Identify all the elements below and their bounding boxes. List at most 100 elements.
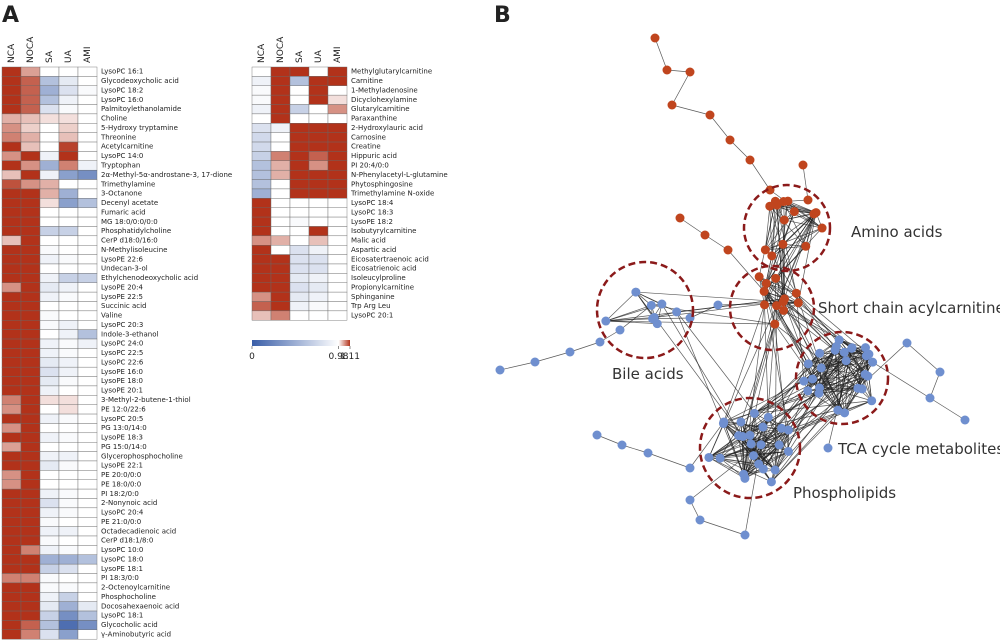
heatmap-cell	[20, 85, 41, 96]
heatmap-cell	[58, 104, 79, 115]
heatmap-cell	[1, 282, 22, 293]
network-edge	[758, 276, 853, 349]
row-label: LysoPC 18:2	[101, 86, 143, 94]
heatmap-cell	[39, 517, 60, 527]
heatmap-cell	[39, 610, 60, 621]
heatmap-cell	[270, 66, 291, 77]
heatmap-cell	[58, 207, 79, 218]
heatmap-cell	[270, 226, 291, 237]
network-node	[530, 357, 540, 367]
heatmap-cell	[20, 451, 41, 462]
network-node	[798, 160, 808, 170]
network-node	[704, 452, 714, 462]
network-edge	[652, 317, 691, 320]
heatmap-cell	[77, 460, 98, 471]
network-edge	[719, 457, 772, 483]
heatmap-cell	[1, 442, 22, 452]
heatmap-cell	[20, 113, 41, 124]
heatmap-cell	[58, 385, 79, 396]
row-label: Undecan-3-ol	[101, 265, 148, 273]
network-edge	[795, 293, 805, 382]
network-node	[749, 451, 759, 461]
heatmap-cell	[251, 76, 272, 86]
heatmap-cell	[20, 207, 41, 218]
heatmap-cell	[20, 423, 41, 434]
heatmap-cell	[1, 573, 22, 584]
heatmap-cell	[1, 254, 22, 265]
heatmap-cell	[20, 507, 41, 518]
network-edge	[605, 317, 655, 322]
heatmap-cell	[1, 404, 22, 415]
heatmap-cell	[58, 94, 79, 105]
heatmap-cell	[20, 413, 41, 424]
heatmap-cell	[20, 395, 41, 405]
network-node	[778, 239, 788, 249]
row-label: Glycocholic acid	[101, 621, 158, 629]
heatmap-cell	[20, 442, 41, 452]
heatmap-cell	[270, 113, 291, 124]
row-label: Dicyclohexylamine	[351, 96, 417, 104]
heatmap-cell	[58, 301, 79, 312]
heatmap-cell	[39, 329, 60, 340]
heatmap-cell	[1, 470, 22, 480]
row-label: Glycodeoxycholic acid	[101, 77, 179, 85]
heatmap-cell	[1, 263, 22, 274]
column-label: AMI	[333, 46, 343, 63]
heatmap-cell	[1, 85, 22, 96]
network-node	[745, 155, 755, 165]
heatmap-cell	[58, 226, 79, 237]
network-node	[662, 65, 672, 75]
heatmap-cell	[308, 291, 329, 302]
heatmap-cell	[39, 498, 60, 509]
heatmap-cell	[58, 141, 79, 152]
network-edge	[782, 213, 815, 245]
heatmap-cell	[20, 498, 41, 509]
heatmap-cell	[58, 620, 79, 630]
row-label: Methylglutarylcarnitine	[351, 68, 432, 76]
row-label: Carnosine	[351, 133, 386, 141]
row-label: LysoPC 22:5	[101, 349, 143, 357]
network-edge	[708, 457, 744, 475]
heatmap-cell	[39, 76, 60, 86]
heatmap-cell	[77, 104, 98, 115]
network-edge	[699, 519, 746, 536]
network-node	[960, 415, 970, 425]
heatmap-cell	[77, 348, 98, 358]
row-label: LysoPE 22:6	[101, 255, 143, 263]
heatmap-cell	[270, 169, 291, 180]
heatmap-cell	[77, 85, 98, 96]
heatmap-cell	[20, 160, 41, 171]
heatmap-cell	[1, 113, 22, 124]
heatmap-cell	[308, 76, 329, 86]
heatmap-cell	[58, 582, 79, 593]
network-edge	[723, 380, 805, 423]
heatmap-cell	[39, 282, 60, 293]
network-edge	[765, 245, 806, 251]
heatmap-cell	[20, 545, 41, 555]
heatmap-cell	[289, 198, 310, 208]
network-node	[565, 347, 575, 357]
heatmap-cell	[39, 592, 60, 602]
column-label: UA	[314, 49, 324, 63]
heatmap-cell	[1, 460, 22, 471]
heatmap-cell	[58, 395, 79, 405]
heatmap-cell	[39, 245, 60, 255]
network-edge	[689, 304, 719, 319]
heatmap-cell	[289, 235, 310, 246]
column-label: UA	[64, 49, 74, 63]
network-node	[746, 439, 756, 449]
colorbar-tick-label: 1.11	[340, 352, 360, 362]
heatmap-cell	[289, 160, 310, 171]
heatmap-cell	[251, 104, 272, 115]
heatmap-cell	[20, 273, 41, 283]
network-node	[765, 201, 775, 211]
network-edge	[754, 400, 872, 414]
heatmap-cell	[308, 245, 329, 255]
row-label: LysoPE 20:4	[101, 283, 143, 291]
row-label: CerP d18:0/16:0	[101, 237, 158, 245]
heatmap-cell	[270, 94, 291, 105]
heatmap-cell	[20, 460, 41, 471]
network-node	[801, 241, 811, 251]
network-node	[803, 359, 813, 369]
heatmap-cell	[308, 216, 329, 227]
